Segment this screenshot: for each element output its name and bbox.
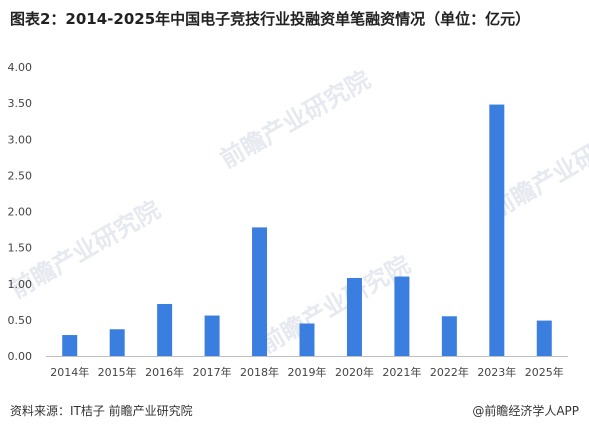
chart-title: 图表2：2014-2025年中国电子竞技行业投融资单笔融资情况（单位：亿元）: [10, 10, 531, 28]
x-tick-label: 2025年: [525, 365, 564, 379]
y-tick-label: 1.00: [8, 278, 33, 291]
y-tick-label: 2.50: [8, 169, 33, 182]
bar-2023年: [489, 104, 505, 356]
x-tick-label: 2015年: [98, 365, 137, 379]
source-note: 资料来源：IT桔子 前瞻产业研究院: [10, 404, 193, 418]
y-tick-label: 3.50: [8, 97, 33, 110]
bar-2022年: [441, 316, 457, 356]
x-tick-label: 2023年: [477, 365, 516, 379]
brand-label: @前瞻经济学人APP: [472, 404, 579, 418]
y-tick-label: 3.00: [8, 133, 33, 146]
x-tick-label: 2020年: [335, 365, 374, 379]
bar-2019年: [299, 323, 315, 356]
bar-2021年: [394, 276, 410, 356]
x-tick-label: 2022年: [430, 365, 469, 379]
y-tick-label: 0.00: [8, 350, 33, 363]
bar-2014年: [62, 335, 78, 356]
x-tick-label: 2014年: [50, 365, 89, 379]
x-tick-label: 2019年: [288, 365, 327, 379]
bar-2025年: [536, 320, 552, 356]
bar-2018年: [252, 227, 268, 356]
bar-2015年: [109, 329, 125, 356]
bar-2016年: [157, 303, 173, 356]
x-tick-label: 2018年: [240, 365, 279, 379]
y-tick-label: 4.00: [8, 61, 33, 74]
bar-2017年: [204, 315, 220, 356]
y-tick-label: 0.50: [8, 314, 33, 327]
x-tick-label: 2016年: [145, 365, 184, 379]
y-tick-label: 2.00: [8, 206, 33, 219]
bar-chart: 0.00 0.50 1.00 1.50 2.00 2.50 3.00 3.50 4.00 2014…: [8, 61, 568, 379]
y-tick-label: 1.50: [8, 242, 33, 255]
x-tick-label: 2021年: [382, 365, 421, 379]
bar-2020年: [346, 277, 362, 356]
x-tick-label: 2017年: [193, 365, 232, 379]
